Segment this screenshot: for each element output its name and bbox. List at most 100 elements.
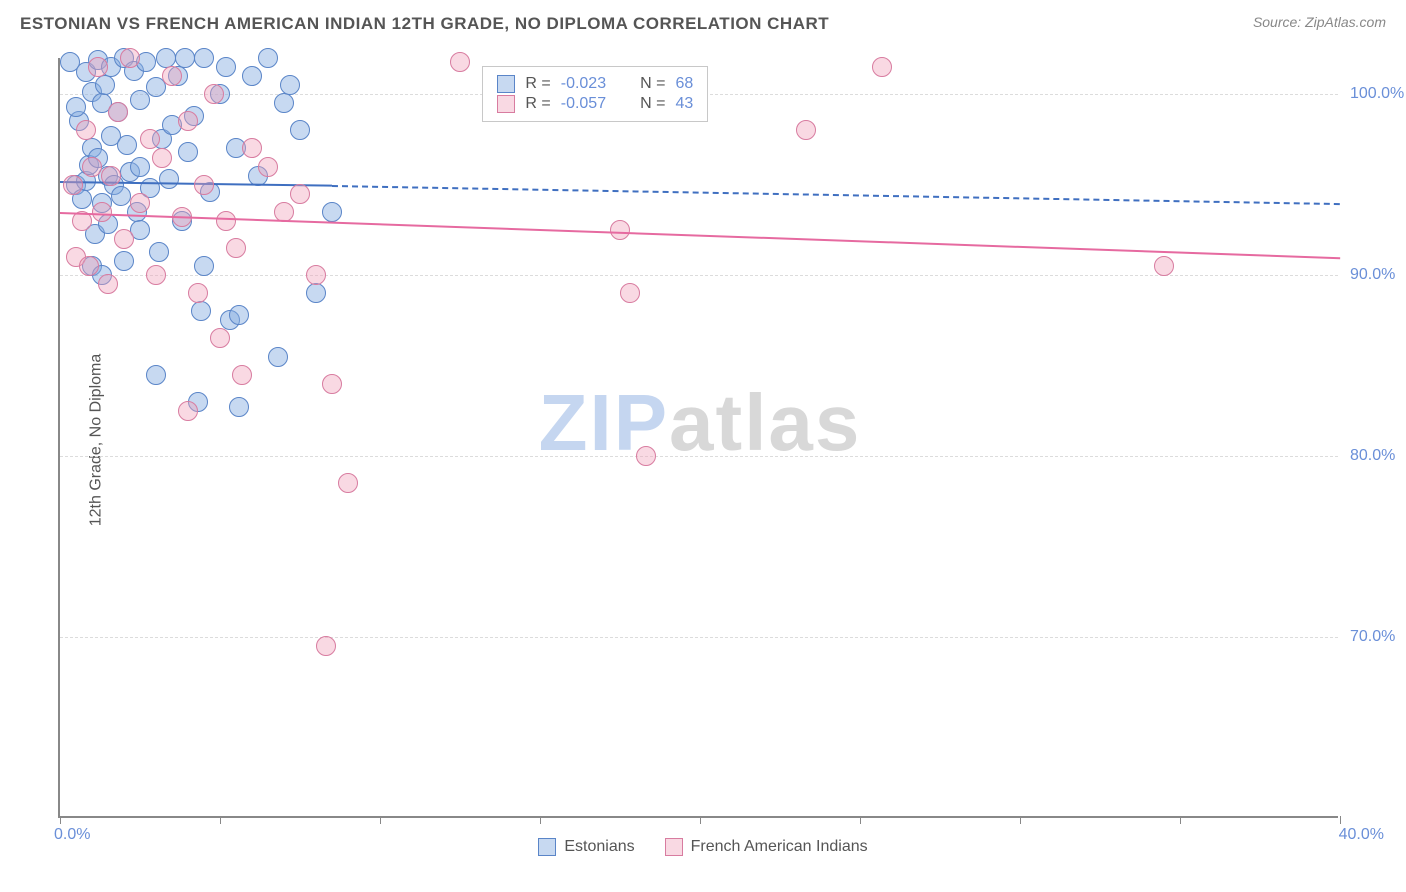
scatter-point (229, 305, 249, 325)
scatter-point (229, 397, 249, 417)
scatter-point (111, 186, 131, 206)
scatter-point (146, 265, 166, 285)
scatter-point (178, 111, 198, 131)
scatter-point (268, 347, 288, 367)
x-tick (700, 816, 701, 824)
stat-n-value: 43 (675, 95, 693, 113)
scatter-point (280, 75, 300, 95)
gridline (60, 456, 1338, 457)
scatter-point (306, 283, 326, 303)
scatter-point (204, 84, 224, 104)
scatter-point (796, 120, 816, 140)
scatter-point (194, 256, 214, 276)
stat-r-value: -0.023 (561, 75, 606, 93)
legend-item-french: French American Indians (665, 838, 868, 856)
chart-title: ESTONIAN VS FRENCH AMERICAN INDIAN 12TH … (20, 14, 829, 34)
x-tick (1180, 816, 1181, 824)
scatter-point (98, 274, 118, 294)
scatter-point (178, 401, 198, 421)
scatter-point (92, 202, 112, 222)
scatter-point (258, 157, 278, 177)
scatter-point (76, 120, 96, 140)
scatter-point (140, 129, 160, 149)
stats-swatch (497, 95, 515, 113)
scatter-point (95, 75, 115, 95)
scatter-point (175, 48, 195, 68)
scatter-point (216, 211, 236, 231)
gridline (60, 637, 1338, 638)
scatter-point (306, 265, 326, 285)
scatter-point (258, 48, 278, 68)
stats-row: R = -0.057 N = 43 (497, 95, 693, 113)
legend-swatch-pink (665, 838, 683, 856)
scatter-point (159, 169, 179, 189)
scatter-point (130, 157, 150, 177)
regression-line (332, 185, 1340, 205)
scatter-point (636, 446, 656, 466)
scatter-point (450, 52, 470, 72)
y-tick-label: 100.0% (1350, 85, 1404, 103)
scatter-point (149, 242, 169, 262)
watermark: ZIPatlas (539, 377, 862, 469)
y-tick-label: 80.0% (1350, 447, 1395, 465)
scatter-point (66, 97, 86, 117)
gridline (60, 275, 1338, 276)
scatter-point (114, 251, 134, 271)
scatter-point (194, 48, 214, 68)
stat-r-label: R = (525, 95, 550, 113)
scatter-point (191, 301, 211, 321)
scatter-point (88, 57, 108, 77)
scatter-point (117, 135, 137, 155)
legend-swatch-blue (538, 838, 556, 856)
scatter-point (322, 374, 342, 394)
scatter-point (610, 220, 630, 240)
scatter-point (194, 175, 214, 195)
scatter-point (290, 120, 310, 140)
stats-swatch (497, 75, 515, 93)
y-tick-label: 70.0% (1350, 628, 1395, 646)
scatter-point (178, 142, 198, 162)
scatter-point (274, 93, 294, 113)
scatter-point (63, 175, 83, 195)
scatter-point (146, 365, 166, 385)
stat-r-label: R = (525, 75, 550, 93)
x-tick (220, 816, 221, 824)
scatter-point (156, 48, 176, 68)
scatter-point (82, 157, 102, 177)
stat-n-label: N = (640, 95, 665, 113)
stat-r-value: -0.057 (561, 95, 606, 113)
scatter-point (322, 202, 342, 222)
scatter-point (152, 148, 172, 168)
bottom-legend: Estonians French American Indians (0, 838, 1406, 856)
scatter-point (79, 256, 99, 276)
stats-legend: R = -0.023 N = 68 R = -0.057 N = 43 (482, 66, 708, 122)
scatter-plot: 70.0%80.0%90.0%100.0%ZIPatlasR = -0.023N… (58, 58, 1338, 818)
scatter-point (232, 365, 252, 385)
stats-row: R = -0.023 N = 68 (497, 75, 693, 93)
scatter-point (216, 57, 236, 77)
x-tick (60, 816, 61, 824)
scatter-point (226, 238, 246, 258)
scatter-point (210, 328, 230, 348)
scatter-point (120, 48, 140, 68)
scatter-point (620, 283, 640, 303)
scatter-point (162, 66, 182, 86)
x-tick (1020, 816, 1021, 824)
x-tick (1340, 816, 1341, 824)
scatter-point (101, 166, 121, 186)
scatter-point (130, 193, 150, 213)
chart-source: Source: ZipAtlas.com (1253, 14, 1386, 30)
x-tick (540, 816, 541, 824)
scatter-point (872, 57, 892, 77)
regression-line (60, 212, 1340, 259)
scatter-point (108, 102, 128, 122)
y-tick-label: 90.0% (1350, 266, 1395, 284)
scatter-point (114, 229, 134, 249)
scatter-point (242, 66, 262, 86)
scatter-point (290, 184, 310, 204)
x-tick (860, 816, 861, 824)
scatter-point (188, 283, 208, 303)
stat-n-value: 68 (675, 75, 693, 93)
scatter-point (1154, 256, 1174, 276)
stat-n-label: N = (640, 75, 665, 93)
